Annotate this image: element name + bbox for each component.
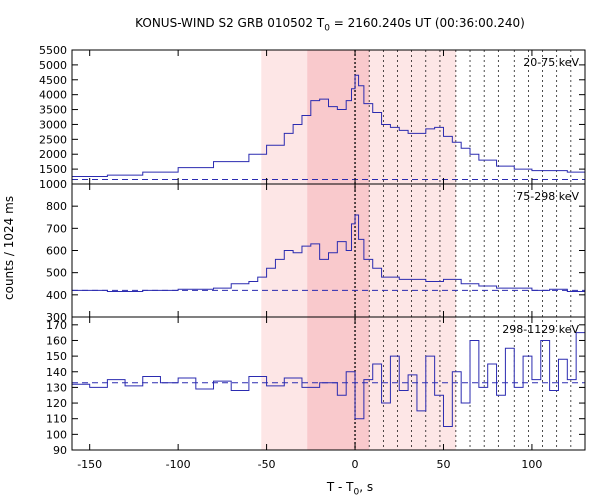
series-line: [72, 214, 586, 293]
y-tick-label: 600: [46, 245, 67, 258]
y-tick-label: 160: [46, 334, 67, 347]
y-tick-label: 1500: [39, 163, 67, 176]
y-tick-label: 130: [46, 381, 67, 394]
y-tick-label: 800: [46, 200, 67, 213]
y-tick-label: 300: [46, 311, 67, 324]
x-tick-label: 50: [436, 458, 450, 471]
y-tick-label: 2500: [39, 133, 67, 146]
chart-title: KONUS-WIND S2 GRB 010502 T0 = 2160.240s …: [135, 16, 525, 34]
x-axis-label: T - T0, s: [326, 480, 374, 498]
y-tick-label: 110: [46, 413, 67, 426]
y-tick-label: 170: [46, 319, 67, 332]
panel-frame: [71, 316, 586, 451]
panel-label: 20-75 keV: [523, 56, 579, 69]
y-tick-label: 1000: [39, 178, 67, 191]
y-tick-label: 5500: [39, 44, 67, 57]
x-tick-label: 100: [521, 458, 542, 471]
panel-label: 298-1129 keV: [502, 323, 579, 336]
y-tick-label: 150: [46, 350, 67, 363]
y-tick-label: 120: [46, 397, 67, 410]
y-tick-label: 700: [46, 222, 67, 235]
dark-shade-interval: [307, 50, 370, 450]
y-tick-label: 90: [53, 444, 67, 457]
y-tick-label: 2000: [39, 148, 67, 161]
x-tick-label: -100: [166, 458, 191, 471]
y-tick-label: 3500: [39, 104, 67, 117]
y-axis-label: counts / 1024 ms: [2, 195, 16, 300]
y-tick-label: 4500: [39, 74, 67, 87]
y-tick-label: 3000: [39, 118, 67, 131]
y-tick-label: 400: [46, 289, 67, 302]
x-tick-label: 0: [352, 458, 359, 471]
y-tick-label: 500: [46, 267, 67, 280]
y-tick-label: 4000: [39, 89, 67, 102]
panel-label: 75-298 keV: [516, 190, 579, 203]
y-tick-label: 5000: [39, 59, 67, 72]
series-line: [72, 74, 585, 178]
x-tick-label: -150: [77, 458, 102, 471]
y-tick-label: 140: [46, 366, 67, 379]
series-line: [72, 332, 586, 428]
y-tick-label: 100: [46, 428, 67, 441]
x-tick-label: -50: [258, 458, 276, 471]
